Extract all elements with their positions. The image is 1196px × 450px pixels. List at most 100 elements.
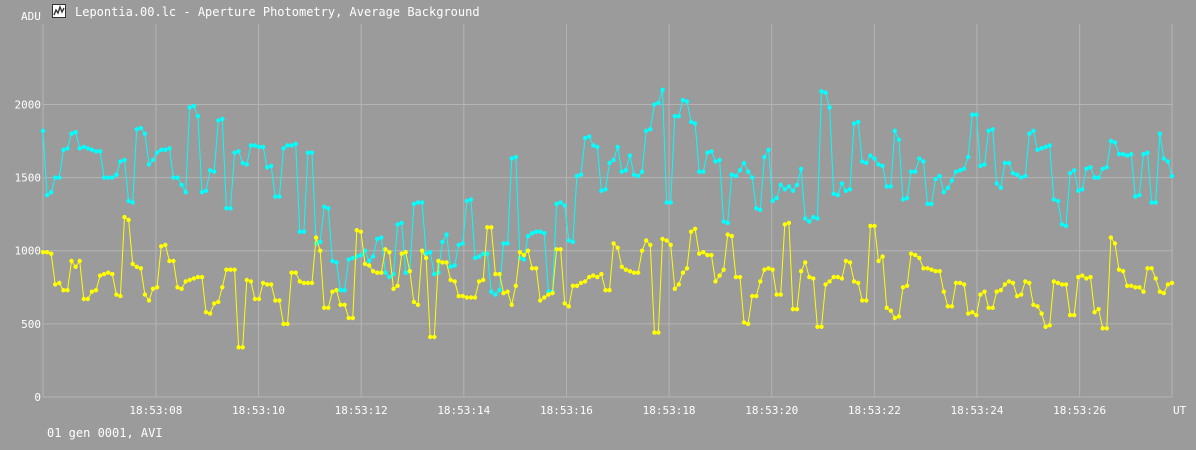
data-point <box>403 250 408 255</box>
data-point <box>872 223 877 229</box>
data-point <box>309 280 315 286</box>
y-tick-label: 2000 <box>15 98 42 111</box>
data-point <box>786 184 792 189</box>
data-point <box>990 127 995 132</box>
data-point <box>452 263 457 268</box>
data-point <box>843 188 849 193</box>
data-point <box>379 235 384 240</box>
data-point <box>240 345 245 350</box>
data-point <box>281 146 286 151</box>
data-point <box>660 236 665 242</box>
data-point <box>106 270 111 275</box>
data-point <box>774 195 779 201</box>
data-point <box>305 150 311 155</box>
data-point <box>101 175 107 180</box>
data-point <box>281 321 286 327</box>
data-point <box>660 87 665 93</box>
data-point <box>941 190 946 195</box>
data-point <box>383 247 388 252</box>
data-point <box>754 293 759 299</box>
data-point <box>680 97 686 103</box>
data-point <box>85 296 91 302</box>
data-point <box>175 285 180 290</box>
data-point <box>375 236 380 242</box>
data-point <box>1019 175 1024 180</box>
series-line <box>43 216 1173 348</box>
data-point <box>782 187 787 192</box>
data-point <box>884 184 889 189</box>
data-point <box>623 168 628 173</box>
data-point <box>464 198 470 204</box>
data-point <box>876 258 881 264</box>
x-axis-ticks: 18:53:08 18:53:10 18:53:12 18:53:14 18:53:16… <box>129 404 1106 417</box>
data-point <box>154 150 160 155</box>
data-point <box>570 283 576 288</box>
data-point <box>668 242 673 248</box>
data-point <box>644 128 649 133</box>
data-point <box>697 169 702 174</box>
data-point <box>631 270 637 275</box>
data-point <box>171 175 176 180</box>
data-point <box>1141 152 1146 157</box>
data-point <box>244 277 249 283</box>
data-point <box>1088 165 1093 170</box>
data-point <box>668 200 673 205</box>
data-point <box>293 141 298 147</box>
data-point <box>896 137 902 142</box>
data-point <box>476 279 482 284</box>
data-point <box>888 184 893 189</box>
data-point <box>1059 222 1065 227</box>
data-point <box>1120 269 1126 274</box>
data-point <box>729 172 734 177</box>
data-point <box>175 175 180 180</box>
data-point <box>615 144 620 150</box>
data-point <box>428 250 433 255</box>
data-point <box>89 147 95 152</box>
data-point <box>456 242 461 248</box>
data-point <box>664 238 669 243</box>
data-point <box>65 288 70 293</box>
data-point <box>1076 274 1081 280</box>
data-point <box>195 274 201 280</box>
data-point <box>644 238 649 243</box>
data-point <box>346 257 351 262</box>
data-point <box>635 270 641 275</box>
data-point <box>387 274 392 280</box>
data-point <box>648 242 653 248</box>
data-point <box>713 159 718 164</box>
data-point <box>69 258 74 264</box>
data-point <box>106 175 111 180</box>
data-point <box>982 289 987 294</box>
data-point <box>803 260 808 265</box>
data-point <box>134 264 139 269</box>
data-point <box>69 131 74 136</box>
data-point <box>150 286 156 291</box>
data-point <box>896 314 902 319</box>
data-point <box>1129 152 1134 157</box>
data-point <box>925 201 930 207</box>
data-point <box>252 143 258 148</box>
data-point <box>273 298 278 303</box>
data-point <box>338 302 343 307</box>
data-point <box>733 173 739 179</box>
data-point <box>207 311 213 316</box>
data-point <box>847 187 853 192</box>
data-point <box>762 154 767 160</box>
data-point <box>701 250 706 255</box>
data-point <box>917 255 922 261</box>
data-point <box>656 330 661 335</box>
data-point <box>815 324 820 329</box>
data-point <box>40 128 46 133</box>
data-point <box>375 270 380 275</box>
data-point <box>1084 166 1089 171</box>
data-point <box>562 203 567 208</box>
data-point <box>277 298 282 303</box>
data-point <box>358 229 364 234</box>
data-point <box>1072 312 1077 318</box>
data-point <box>167 258 172 264</box>
data-point <box>737 168 743 173</box>
data-point <box>998 185 1003 190</box>
data-point <box>1014 172 1020 177</box>
data-point <box>497 271 502 277</box>
data-point <box>721 267 726 272</box>
